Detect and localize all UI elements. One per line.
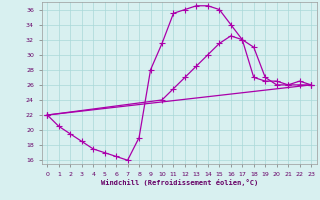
- X-axis label: Windchill (Refroidissement éolien,°C): Windchill (Refroidissement éolien,°C): [100, 179, 258, 186]
